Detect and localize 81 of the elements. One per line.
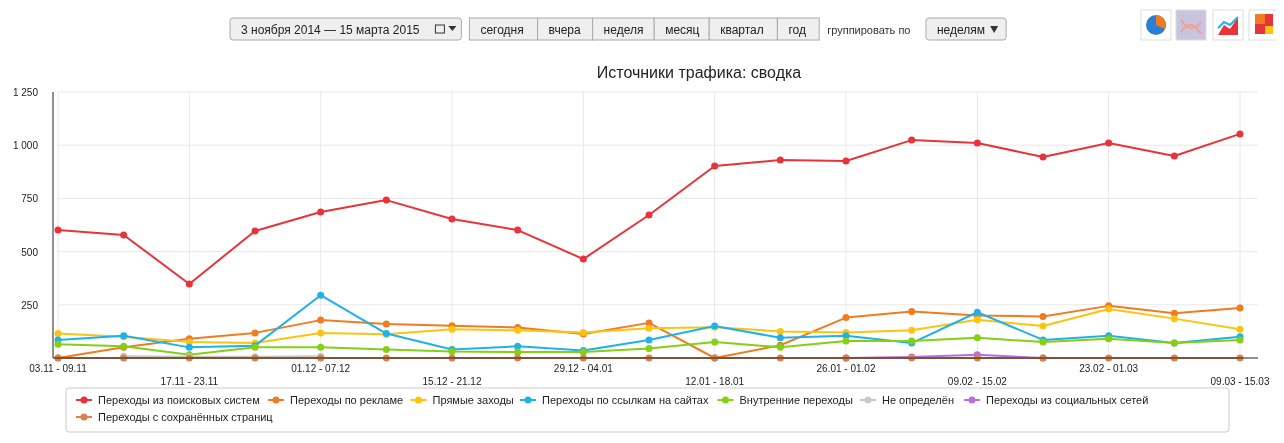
legend-label: Прямые заходы xyxy=(432,394,514,406)
y-tick-label: 1 000 xyxy=(12,140,39,152)
point xyxy=(317,291,325,299)
point xyxy=(908,308,916,316)
text: 3 ноября 2014 — 15 марта 2015 xyxy=(241,23,420,37)
y-tick-label: 250 xyxy=(21,299,39,311)
text: сегодня xyxy=(480,23,524,37)
point xyxy=(645,344,653,352)
text: квартал xyxy=(720,23,764,37)
y-tick-label: 750 xyxy=(21,193,39,205)
point xyxy=(645,211,653,219)
point xyxy=(973,139,981,147)
y-tick-label: 1 250 xyxy=(12,87,39,98)
point xyxy=(842,314,850,322)
point xyxy=(317,343,325,351)
point xyxy=(54,330,62,338)
point xyxy=(382,345,390,353)
point xyxy=(908,136,916,144)
point xyxy=(54,340,62,348)
x-tick-label: 01.12 - 07.12 xyxy=(291,363,351,374)
legend-label: Переходы из поисковых систем xyxy=(98,394,260,406)
point xyxy=(514,348,522,356)
point xyxy=(317,208,325,216)
x-tick-label: 23.02 - 01.03 xyxy=(1079,363,1139,374)
legend-label: Переходы по ссылкам на сайтах xyxy=(542,394,709,406)
x-tick-label: 17.11 - 23.11 xyxy=(160,376,219,387)
point xyxy=(711,162,719,170)
legend-label: Не определён xyxy=(882,394,954,406)
point xyxy=(776,334,784,342)
legend-label: Переходы по рекламе xyxy=(290,394,404,406)
point xyxy=(1170,315,1178,323)
point xyxy=(317,316,325,324)
point xyxy=(973,334,981,342)
point xyxy=(776,156,784,164)
x-tick-label: 26.01 - 01.02 xyxy=(816,363,876,374)
point xyxy=(711,338,719,346)
x-tick-label: 03.11 - 09.11 xyxy=(29,363,88,374)
point xyxy=(185,280,193,288)
point xyxy=(1039,153,1047,161)
point xyxy=(1039,313,1047,320)
point xyxy=(251,227,259,235)
point xyxy=(1170,152,1178,160)
point xyxy=(973,316,981,324)
point xyxy=(1236,130,1244,138)
legend-label: Внутренние переходы xyxy=(739,394,853,406)
point xyxy=(579,255,587,263)
x-tick-label: 15.12 - 21.12 xyxy=(422,376,482,387)
point xyxy=(908,326,916,334)
text: вчера xyxy=(548,23,582,37)
text: неделям xyxy=(936,23,986,37)
point xyxy=(645,336,653,344)
chart-title: Источники трафика: сводка xyxy=(596,64,802,81)
point xyxy=(842,157,850,165)
point xyxy=(514,226,522,234)
x-tick-label: 09.02 - 15.02 xyxy=(947,376,1008,387)
text: месяц xyxy=(665,23,700,37)
point xyxy=(842,337,850,345)
point xyxy=(514,342,522,350)
text: год xyxy=(788,23,806,37)
point xyxy=(1039,322,1047,330)
point xyxy=(382,320,390,328)
x-tick-label: 09.03 - 15.03 xyxy=(1210,376,1270,387)
point xyxy=(1236,325,1244,333)
point xyxy=(645,324,653,332)
point xyxy=(382,196,390,204)
point xyxy=(185,343,193,351)
y-tick-label: 500 xyxy=(21,246,39,258)
text: неделя xyxy=(603,23,644,37)
point xyxy=(120,231,128,239)
point xyxy=(317,329,325,337)
point xyxy=(251,329,259,337)
point xyxy=(448,215,456,223)
text: группировать по xyxy=(827,24,911,36)
legend-label: Переходы из социальных сетей xyxy=(986,394,1149,406)
x-tick-label: 12.01 - 18.01 xyxy=(685,376,745,387)
point xyxy=(776,327,784,335)
point xyxy=(1105,139,1113,147)
point xyxy=(1236,304,1244,312)
legend-label: Переходы с сохранённых страниц xyxy=(98,411,274,423)
point xyxy=(54,226,62,234)
x-tick-label: 29.12 - 04.01 xyxy=(553,363,614,374)
